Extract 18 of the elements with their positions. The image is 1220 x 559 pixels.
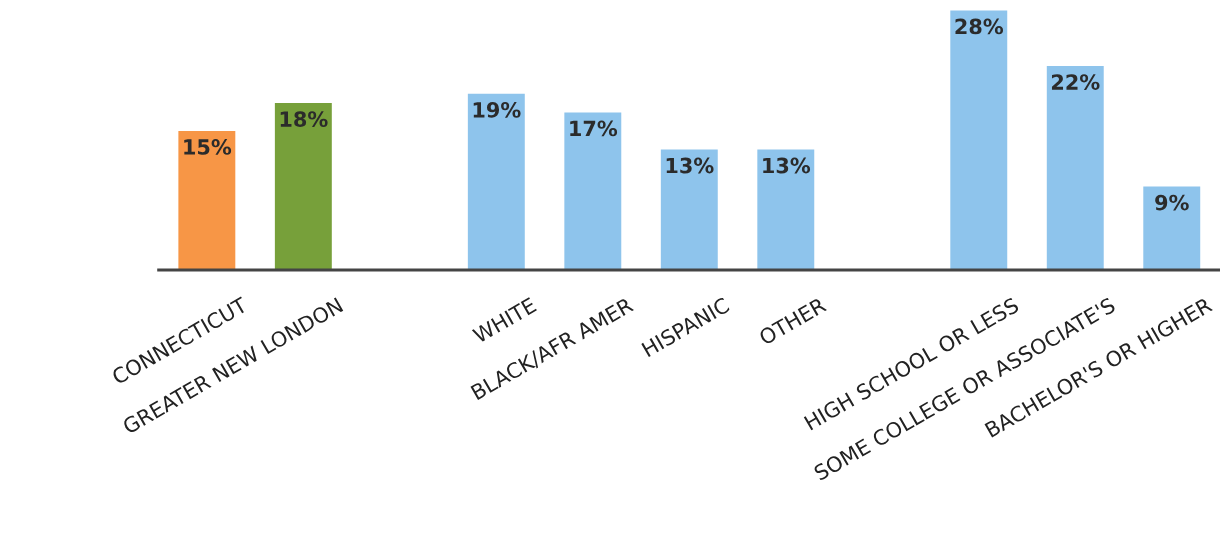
- bar: [660, 149, 718, 270]
- data-label: 15%: [184, 139, 232, 155]
- data-label: 19%: [473, 101, 521, 118]
- bar: [757, 149, 815, 270]
- bar: [950, 10, 1008, 270]
- data-label: 9%: [1155, 194, 1189, 211]
- bar: [564, 112, 622, 270]
- bar: [178, 130, 236, 270]
- data-label: 13%: [666, 157, 714, 174]
- bar: [1143, 186, 1201, 270]
- data-label: 18%: [280, 111, 328, 128]
- bar: [1046, 66, 1104, 270]
- bar: [467, 93, 525, 270]
- data-label: 28%: [955, 18, 1004, 35]
- data-label: 13%: [763, 157, 811, 174]
- data-label: 17%: [570, 120, 618, 137]
- data-label: 22%: [1051, 74, 1100, 90]
- bar: [274, 103, 332, 270]
